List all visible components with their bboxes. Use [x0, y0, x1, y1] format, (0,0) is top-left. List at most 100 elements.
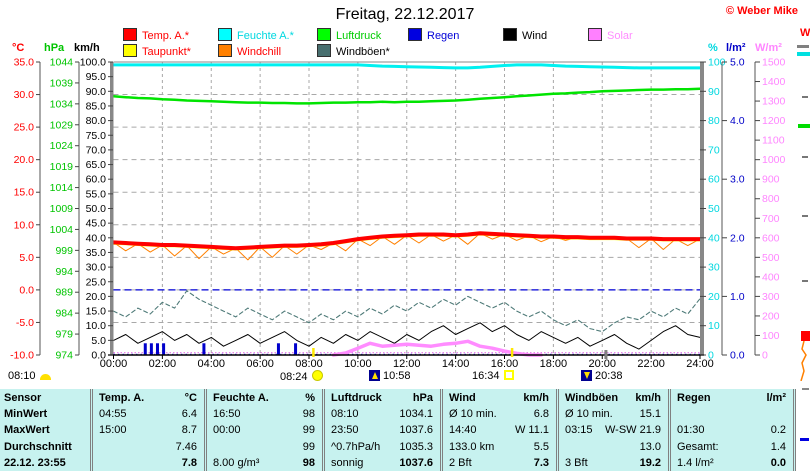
tick-label-wind: 20.0: [86, 291, 107, 303]
chart-plot: 35.0 30.0 25.0 20.0 15.0 10.0 5.0 0.0 -5.0 -10.0 1…: [10, 57, 786, 371]
series-humidity: [112, 63, 702, 70]
tick-label-wind: 10.0: [86, 320, 107, 332]
tick-label-pressure: 984: [55, 308, 73, 320]
tick-label-temp: 0.0: [19, 284, 34, 296]
tick-label-temp: 30.0: [14, 89, 35, 101]
sun-up-marker: 08:24: [280, 370, 323, 383]
hour-label: 08:00: [295, 358, 323, 370]
table-column-Regen: Regen l/m² 01:30 0.2 Gesamt: 1.4 1.4 l/m² 0.0: [668, 389, 796, 471]
moonrise-marker: 10:58: [369, 370, 411, 383]
tick-label-solar: 1500: [762, 57, 786, 69]
tick-label-solar: 600: [762, 232, 780, 244]
tick-label-humidity: 100: [708, 57, 726, 69]
tick-label-wind: 45.0: [86, 218, 107, 230]
legend-swatch: [123, 44, 137, 57]
tick-label-wind: 90.0: [86, 86, 107, 98]
tick-label-wind: 0.0: [91, 350, 106, 362]
tick-label-solar: 100: [762, 330, 780, 342]
tick-label-solar: 1200: [762, 115, 786, 127]
tick-label-wind: 30.0: [86, 262, 107, 274]
tick-label-humidity: 90: [708, 86, 720, 98]
tick-label-wind: 55.0: [86, 188, 107, 200]
hour-label: 04:00: [197, 358, 225, 370]
table-cell: Temp. A. °C: [99, 392, 197, 405]
legend-item-gusts: Windböen*: [317, 44, 390, 58]
tick-label-humidity: 60: [708, 174, 720, 186]
table-cell: 01:30 0.2: [677, 424, 786, 437]
table-column-Windböen: Windböen km/h Ø 10 min. 15.1 03:15 W-SW 21.9 1…: [556, 389, 668, 471]
table-cell: 2 Bft 7.3: [449, 456, 549, 469]
moonset-icon: [581, 370, 592, 381]
table-cell: sonnig 1037.6: [331, 456, 433, 469]
strip-cyan-dash: [797, 52, 810, 56]
hour-label: 14:00: [442, 358, 470, 370]
tick-label-solar: 400: [762, 271, 780, 283]
legend-swatch: [218, 28, 232, 41]
tick-label-temp: -10.0: [10, 350, 34, 362]
tick-label-pressure: 999: [55, 245, 73, 257]
tick-label-pressure: 1034: [50, 98, 74, 110]
sun-icon: [311, 370, 323, 381]
series-temp: [111, 231, 702, 251]
tick-label-wind: 65.0: [86, 159, 107, 171]
table-cell: 7.46: [175, 440, 197, 453]
tick-label-solar: 1100: [762, 135, 785, 147]
table-cell: 1.4 l/m² 0.0: [677, 456, 786, 469]
legend-item-dewpoint: Taupunkt*: [123, 44, 191, 58]
axis-header-pressure: hPa: [44, 42, 65, 54]
tick-label-rain: 3.0: [730, 174, 745, 186]
hour-label: 18:00: [540, 358, 568, 370]
table-cell: 04:55 6.4: [99, 408, 197, 421]
tick-label-pressure: 994: [55, 266, 73, 278]
sunrise-marker: 08:10: [8, 370, 51, 383]
legend-swatch: [408, 28, 422, 41]
table-cell: 99: [302, 440, 315, 453]
table-cell: 133.0 km 5.5: [449, 440, 549, 453]
tick-label-solar: 1400: [762, 76, 786, 88]
tick-label-temp: 20.0: [14, 154, 35, 166]
copyright: © Weber Mike: [725, 5, 798, 17]
legend-item-temp: Temp. A.*: [123, 28, 189, 42]
strip-tick: [802, 280, 808, 282]
tick-label-pressure: 1044: [50, 57, 74, 69]
tick-label-wind: 5.0: [91, 335, 106, 347]
moon-axis-tick: [604, 350, 608, 359]
hour-label: 00:00: [100, 358, 128, 370]
legend-item-windchill: Windchill: [218, 44, 281, 58]
hour-label: 22:00: [637, 358, 665, 370]
hour-label: 06:00: [246, 358, 274, 370]
legend-item-wind: Wind: [503, 28, 547, 42]
table-cell: 03:15 W-SW 21.9: [565, 424, 661, 437]
tick-label-temp: 5.0: [19, 252, 34, 264]
tick-label-humidity: 70: [708, 144, 720, 156]
tick-label-pressure: 1039: [50, 77, 74, 89]
legend-item-humidity: Feuchte A.*: [218, 28, 294, 42]
tick-label-wind: 25.0: [86, 276, 107, 288]
tick-label-wind: 100.0: [80, 57, 106, 69]
rain-bar: [149, 343, 153, 355]
table-cell: 08:10 1034.1: [331, 408, 433, 421]
tick-label-solar: 900: [762, 174, 780, 186]
legend-swatch: [123, 28, 137, 41]
legend-item-rain: Regen: [408, 28, 459, 42]
strip-tick: [802, 156, 808, 158]
table-cell: Regen l/m²: [677, 392, 786, 405]
tick-label-humidity: 50: [708, 203, 720, 215]
strip-red-block: [801, 331, 810, 341]
table-cell: Luftdruck hPa: [331, 392, 433, 405]
rain-bar: [162, 343, 166, 355]
tick-label-pressure: 1014: [50, 182, 74, 194]
axis-header-wind: km/h: [74, 42, 100, 54]
tick-label-wind: 35.0: [86, 247, 107, 259]
table-cell: 23:50 1037.6: [331, 424, 433, 437]
tick-label-wind: 60.0: [86, 174, 107, 186]
table-cell: 15:00 8.7: [99, 424, 197, 437]
tick-label-solar: 500: [762, 252, 780, 264]
tick-label-pressure: 974: [55, 350, 73, 362]
tick-label-wind: 80.0: [86, 115, 107, 127]
table-cell: Ø 10 min. 15.1: [565, 408, 661, 421]
summary-table: Sensor MinWert MaxWert Durchschnitt 22.12. 2…: [0, 389, 796, 471]
rain-bar: [294, 343, 298, 355]
series-pressure: [112, 87, 702, 105]
